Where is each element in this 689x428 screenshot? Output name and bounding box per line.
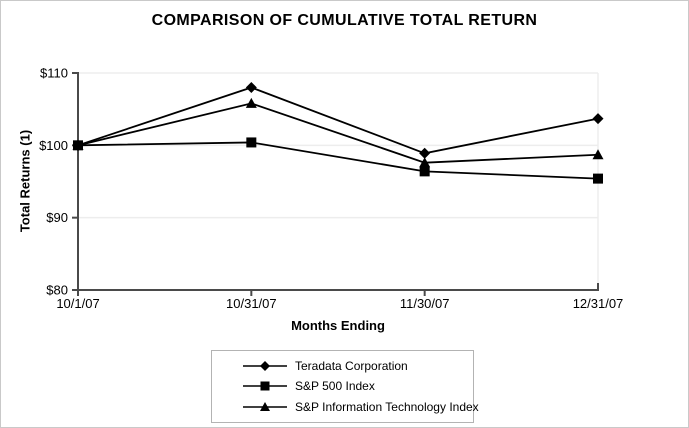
y-tick-label-100: $100 <box>39 138 68 153</box>
series-s-p-information-technology-index-point-3-triangle-marker <box>592 149 604 160</box>
x-tick-label-11-30-07: 11/30/07 <box>400 296 450 311</box>
legend-label: S&P Information Technology Index <box>295 399 479 414</box>
legend-label: S&P 500 Index <box>295 379 375 394</box>
series-s-p-500-index-line <box>77 141 599 180</box>
x-tick-label-12-31-07: 12/31/07 <box>573 296 624 311</box>
triangle-line-swatch-icon <box>243 401 287 411</box>
diamond-line-swatch-icon <box>243 361 287 372</box>
x-tick-label-10-1-07: 10/1/07 <box>56 296 99 311</box>
series-teradata-corporation-point-1-diamond-marker <box>245 81 257 93</box>
legend-item-teradata-corporation: Teradata Corporation <box>242 358 469 374</box>
series-s-p-500-index-point-3-square-marker <box>593 173 603 184</box>
swatch-diamond-marker <box>260 361 270 372</box>
swatch-triangle-marker <box>260 401 270 411</box>
series-s-p-information-technology-index-point-1-triangle-marker <box>245 97 257 108</box>
swatch-square-marker <box>260 381 270 391</box>
y-tick-label-90: $90 <box>46 210 68 225</box>
series-s-p-500-index-point-2-square-marker <box>419 166 430 177</box>
y-tick-label-110: $110 <box>40 66 68 81</box>
series-s-p-500-index-point-1-square-marker <box>246 137 257 148</box>
series-teradata-corporation-point-2-diamond-marker <box>419 147 431 159</box>
legend-item-s-p-information-technology-index: S&P Information Technology Index <box>242 399 479 415</box>
legend: Teradata Corporation S&P 500 Index S&P Inf… <box>211 350 479 423</box>
series-s-p-500-index-point-0-square-marker <box>73 140 83 151</box>
square-line-swatch-icon <box>243 381 287 391</box>
x-tick-label-10-31-07: 10/31/07 <box>226 296 277 311</box>
legend-label: Teradata Corporation <box>295 359 408 374</box>
series-s-p-information-technology-index-point-2-triangle-marker <box>419 157 431 168</box>
chart-title: COMPARISON OF CUMULATIVE TOTAL RETURN <box>151 12 538 29</box>
legend-item-s-p-500-index: S&P 500 Index <box>242 378 469 394</box>
y-tick-label-80: $80 <box>46 283 68 298</box>
series-teradata-corporation-point-3-diamond-marker <box>592 113 604 125</box>
series-s-p-information-technology-index-line <box>77 102 599 164</box>
series-teradata-corporation-line <box>77 86 599 155</box>
x-axis-title: Months Ending <box>291 318 385 333</box>
